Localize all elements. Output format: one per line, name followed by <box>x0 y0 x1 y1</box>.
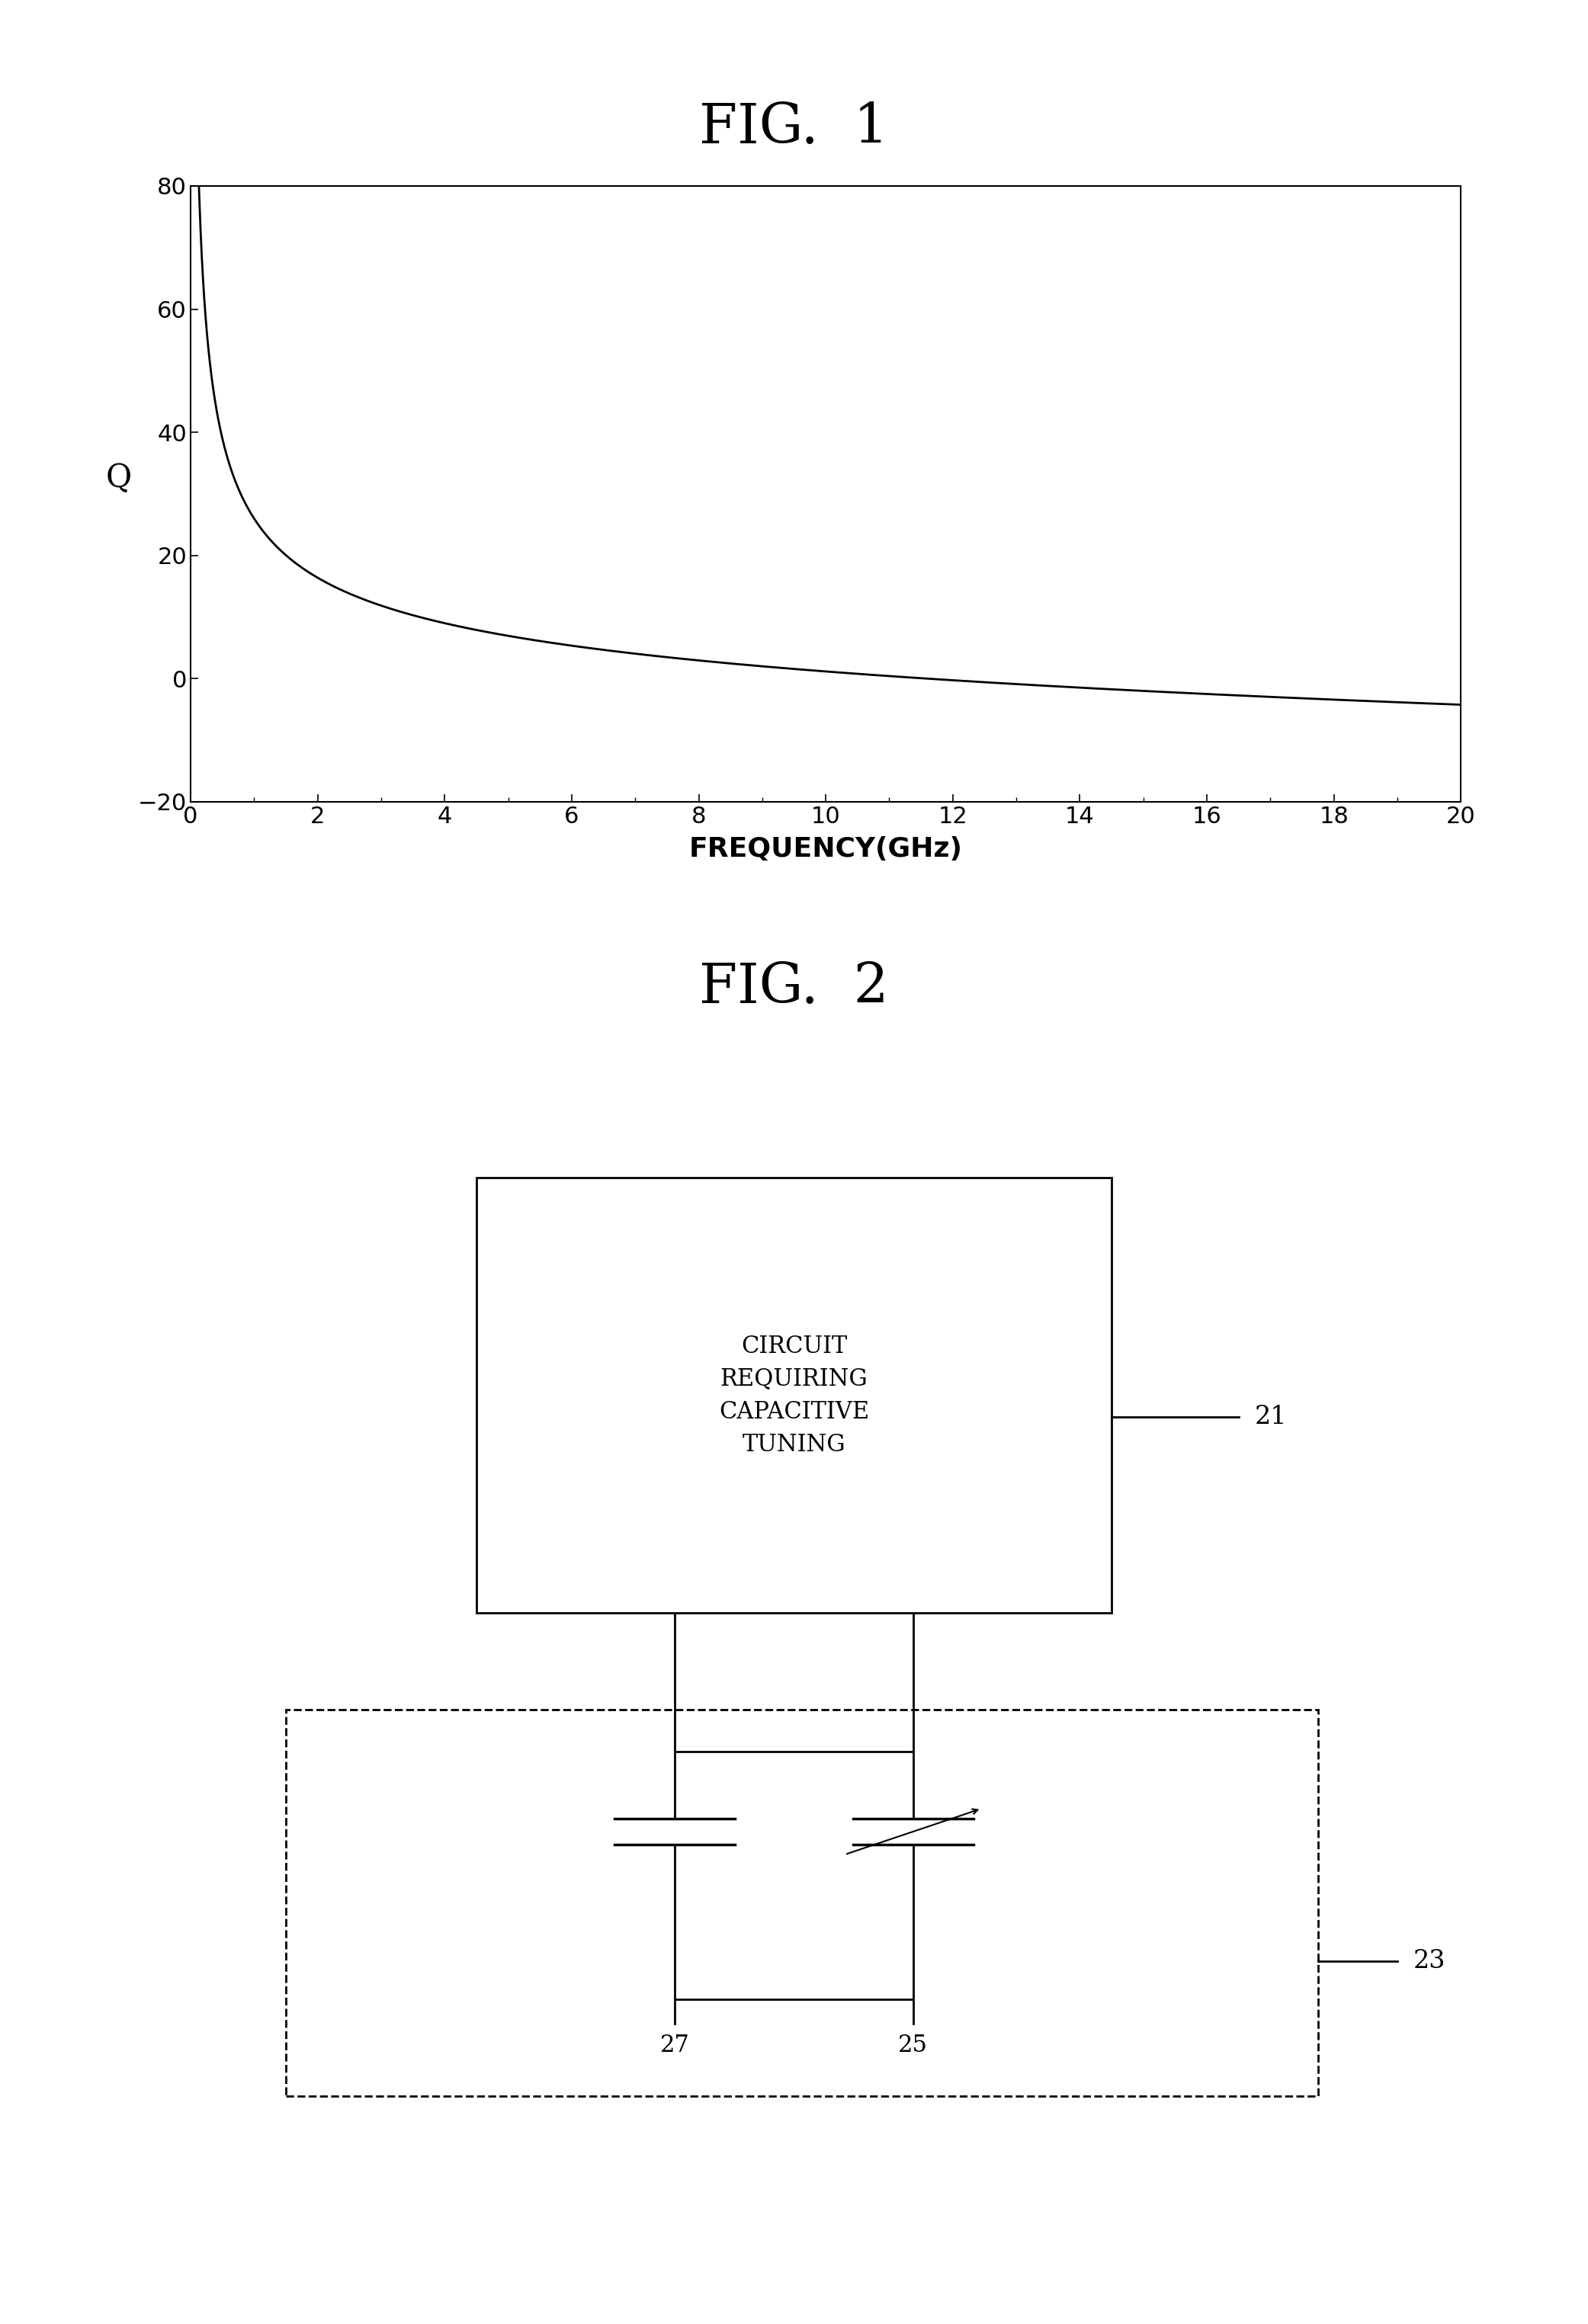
X-axis label: FREQUENCY(GHz): FREQUENCY(GHz) <box>689 837 962 862</box>
Text: 25: 25 <box>899 2034 927 2057</box>
Text: 23: 23 <box>1413 1950 1445 1973</box>
Bar <box>476 1178 1112 1613</box>
Text: 27: 27 <box>661 2034 689 2057</box>
Text: 21: 21 <box>1255 1406 1286 1429</box>
Text: CIRCUIT
REQUIRING
CAPACITIVE
TUNING: CIRCUIT REQUIRING CAPACITIVE TUNING <box>719 1334 869 1457</box>
Text: FIG.  2: FIG. 2 <box>699 960 889 1016</box>
Text: FIG.  1: FIG. 1 <box>699 100 889 156</box>
Y-axis label: Q: Q <box>106 462 132 495</box>
Bar <box>286 1710 1318 2096</box>
